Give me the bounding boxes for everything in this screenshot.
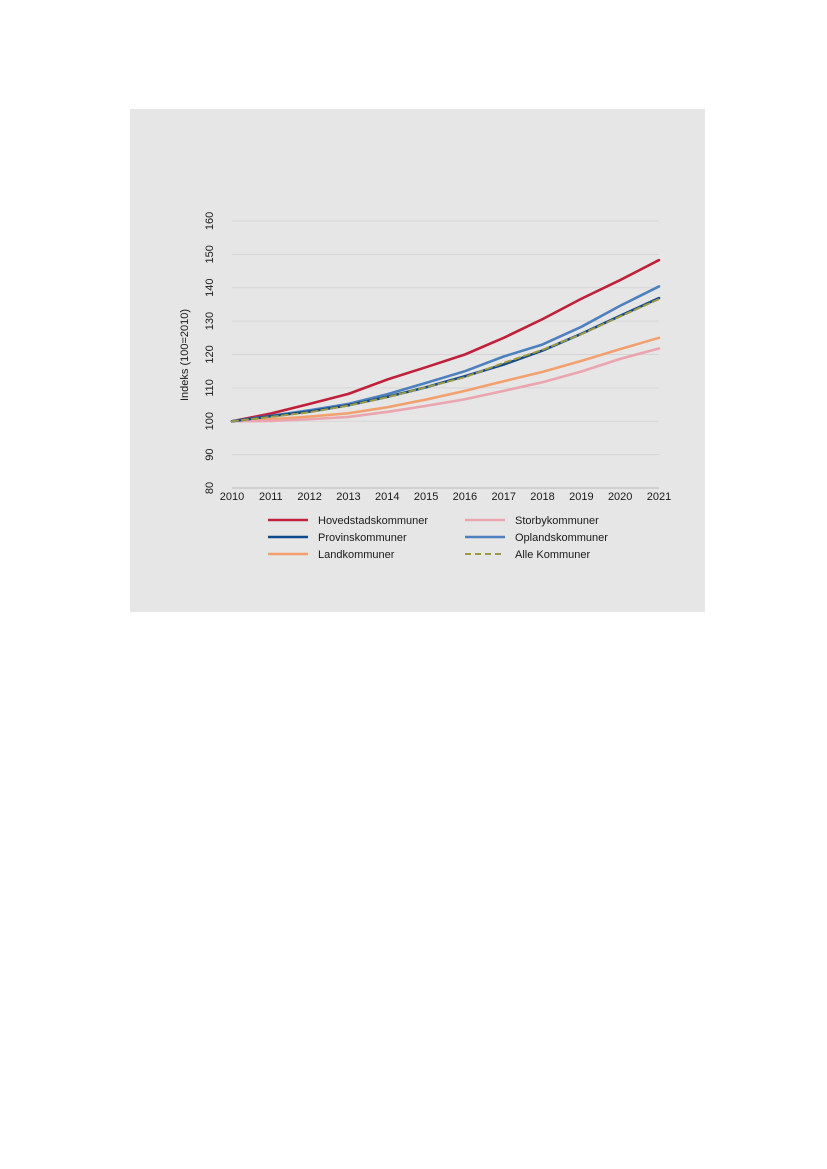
y-tick-label: 150 <box>204 245 216 263</box>
series-line-storbykommuner <box>230 347 661 423</box>
legend: Hovedstadskommuner Storbykommuner Provinsk… <box>268 515 608 561</box>
legend-label: Alle Kommuner <box>515 549 591 561</box>
legend-label: Hovedstadskommuner <box>318 515 428 527</box>
y-tick-label: 120 <box>204 345 216 363</box>
legend-label: Storbykommuner <box>515 515 599 527</box>
x-tick-label: 2013 <box>336 491 360 503</box>
x-tick-label: 2012 <box>297 491 321 503</box>
series-line-hovedstadskommuner <box>230 258 661 423</box>
legend-label: Provinskommuner <box>318 532 407 544</box>
series-line-landkommuner <box>230 336 661 423</box>
x-tick-label: 2020 <box>608 491 632 503</box>
x-axis-ticks: 2010 2011 2012 2013 2014 2015 2016 2017 2018 2019… <box>220 491 671 503</box>
x-tick-label: 2015 <box>414 491 438 503</box>
x-tick-label: 2019 <box>569 491 593 503</box>
y-tick-label: 110 <box>204 379 216 397</box>
legend-label: Oplandskommuner <box>515 532 608 544</box>
y-tick-label: 160 <box>204 212 216 230</box>
y-tick-label: 140 <box>204 279 216 297</box>
series-lines <box>230 258 661 423</box>
chart-panel <box>130 109 705 612</box>
legend-label: Landkommuner <box>318 549 395 561</box>
x-tick-label: 2021 <box>647 491 671 503</box>
x-tick-label: 2017 <box>491 491 515 503</box>
series-line-alle-kommuner <box>231 298 660 423</box>
x-tick-label: 2018 <box>530 491 554 503</box>
series-line-oplandskommuner <box>230 285 661 423</box>
y-tick-label: 100 <box>204 412 216 430</box>
y-tick-label: 130 <box>204 312 216 330</box>
y-axis-title: Indeks (100=2010) <box>179 309 191 401</box>
x-tick-label: 2014 <box>375 491 399 503</box>
gridlines <box>232 220 659 489</box>
y-axis-ticks: 80 90 100 110 120 130 140 150 160 <box>204 212 216 494</box>
x-tick-label: 2011 <box>259 491 283 503</box>
y-tick-label: 90 <box>204 449 216 461</box>
x-tick-label: 2016 <box>453 491 477 503</box>
x-tick-label: 2010 <box>220 491 244 503</box>
y-tick-label: 80 <box>204 482 216 494</box>
